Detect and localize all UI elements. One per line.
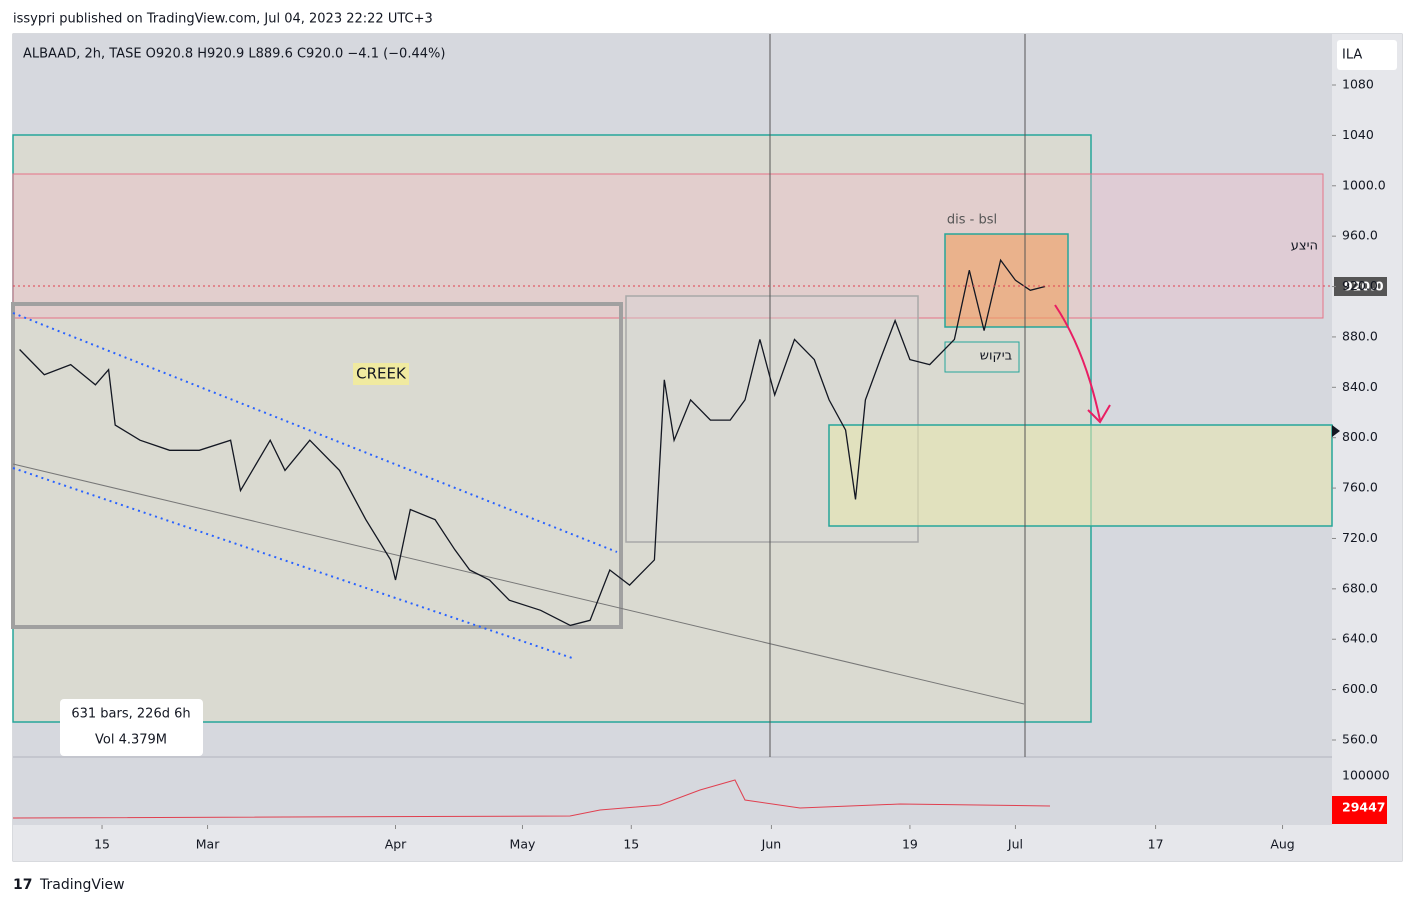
dis-label: dis - bsl — [947, 213, 997, 228]
y-tick-label: 600.0 — [1342, 681, 1378, 696]
x-tick-label: 15 — [623, 837, 639, 852]
currency-box — [1337, 40, 1397, 70]
y-tick-label: 800.0 — [1342, 429, 1378, 444]
y-tick-label: 720.0 — [1342, 530, 1378, 545]
y-tick-label: 560.0 — [1342, 731, 1378, 746]
marker — [1332, 425, 1340, 437]
volume-label-bg — [1332, 796, 1387, 824]
y-tick-label: 760.0 — [1342, 480, 1378, 495]
trend-line — [12, 463, 1025, 705]
time-axis-bg — [13, 825, 1332, 861]
demand-label: ביקוש — [980, 349, 1012, 364]
x-tick-label: Jun — [761, 837, 782, 852]
supply-zone — [12, 173, 1324, 319]
y-tick-label: 960.0 — [1342, 228, 1378, 243]
y-tick-label: 680.0 — [1342, 580, 1378, 595]
dis-box — [944, 233, 1069, 328]
volume-scale: 100000 — [1342, 768, 1390, 783]
price-axis-bg — [1332, 34, 1402, 861]
arrow-head — [1087, 404, 1111, 424]
arrow — [1054, 304, 1101, 421]
creek-bg — [353, 363, 409, 385]
y-tick-label: 640.0 — [1342, 631, 1378, 646]
x-tick-label: Jul — [1007, 837, 1023, 852]
y-tick-label: 1080 — [1342, 77, 1374, 92]
x-tick-label: 15 — [94, 837, 110, 852]
brand: TradingView — [39, 877, 125, 893]
price-line — [19, 258, 1046, 627]
brand-logo: 17 — [13, 877, 32, 893]
target-zone — [828, 424, 1333, 527]
demand-box — [944, 341, 1020, 373]
volume-ma — [12, 779, 1051, 819]
y-tick-label: 840.0 — [1342, 379, 1378, 394]
volume-last: 29447 — [1342, 800, 1386, 815]
currency: ILA — [1342, 48, 1362, 63]
bars-info: 631 bars, 226d 6h — [71, 707, 190, 722]
published: issypri published on TradingView.com, Ju… — [13, 12, 433, 27]
y-tick-label: 920.0 — [1342, 278, 1378, 293]
x-tick-label: 17 — [1148, 837, 1164, 852]
x-tick-label: Mar — [196, 837, 220, 852]
channel-bottom — [12, 467, 573, 659]
info-box — [60, 699, 203, 756]
last-price: 920.0 — [1344, 279, 1384, 294]
creek-label: CREEK — [356, 365, 407, 383]
price-label-bg — [1334, 277, 1387, 296]
x-tick-label: 19 — [902, 837, 918, 852]
y-tick-label: 1000.0 — [1342, 177, 1386, 192]
channel-top — [12, 312, 618, 553]
y-tick-label: 1040 — [1342, 127, 1374, 142]
y-tick-label: 880.0 — [1342, 328, 1378, 343]
supply-label: היצע — [1291, 239, 1318, 254]
x-tick-label: Apr — [385, 837, 407, 852]
creek-box — [11, 302, 623, 629]
x-tick-label: May — [510, 837, 536, 852]
x-tick-label: Aug — [1270, 837, 1294, 852]
symbol-legend: ALBAAD, 2h, TASE O920.8 H920.9 L889.6 C9… — [23, 47, 445, 62]
vol-info: Vol 4.379M — [95, 733, 167, 748]
